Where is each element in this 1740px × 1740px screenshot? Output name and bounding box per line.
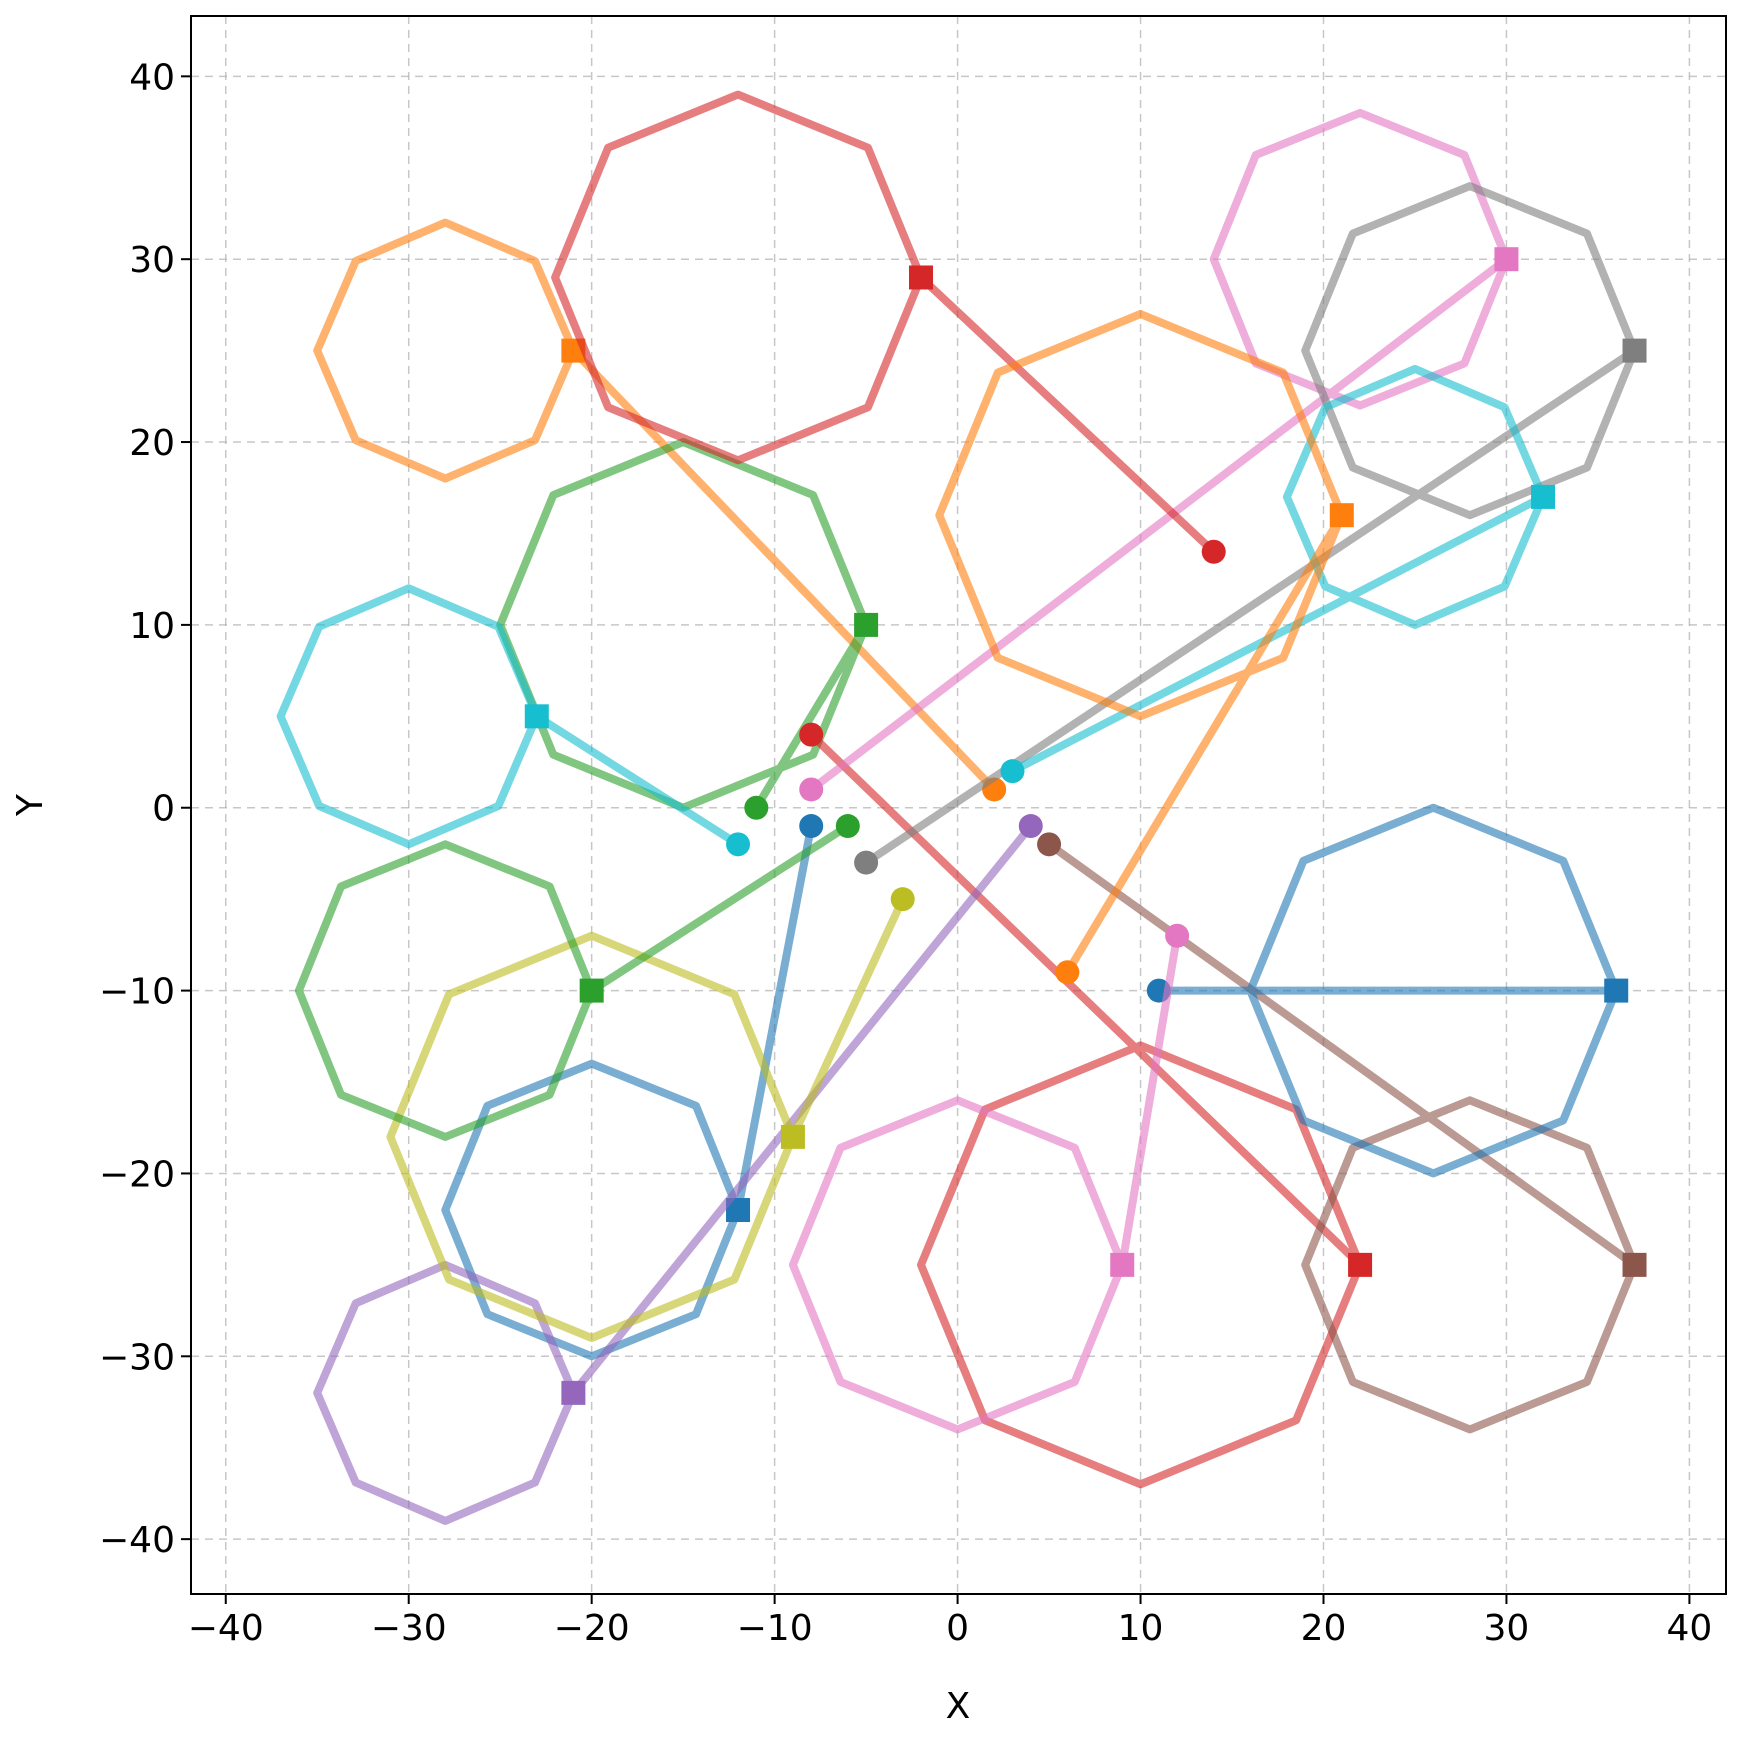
start-marker — [799, 777, 824, 802]
trajectory-line — [788, 931, 1182, 1434]
x-axis-label: X — [946, 1686, 971, 1727]
y-tick-label: 30 — [129, 240, 175, 281]
trajectory-line — [1154, 803, 1621, 1178]
trajectory-line — [441, 822, 816, 1361]
trajectory-line — [862, 182, 1639, 867]
trajectory-line — [313, 218, 999, 794]
x-tick-label: 10 — [1118, 1608, 1164, 1649]
end-marker — [1622, 338, 1647, 363]
y-tick-label: −30 — [99, 1337, 175, 1378]
start-marker — [799, 722, 824, 747]
end-marker — [524, 704, 549, 729]
start-marker — [890, 887, 915, 912]
trajectory-line — [551, 90, 1218, 556]
x-tick-label: −40 — [188, 1608, 264, 1649]
start-marker — [835, 814, 860, 839]
y-axis-label: Y — [10, 793, 51, 817]
y-tick-label: 10 — [129, 606, 175, 647]
y-tick-label: 20 — [129, 423, 175, 464]
x-tick-label: 20 — [1301, 1608, 1347, 1649]
end-marker — [579, 978, 604, 1003]
y-tick-label: −40 — [99, 1520, 175, 1561]
x-tick-label: 0 — [946, 1608, 969, 1649]
y-tick-label: −20 — [99, 1154, 175, 1195]
start-marker — [1165, 923, 1190, 948]
y-tick-label: −10 — [99, 972, 175, 1013]
end-marker — [1494, 247, 1519, 272]
end-marker — [561, 1380, 586, 1405]
trajectory-line — [313, 822, 1035, 1525]
trajectory-line — [807, 730, 1365, 1489]
end-marker — [908, 265, 933, 290]
trajectory-line — [294, 822, 852, 1141]
y-tick-label: 0 — [152, 789, 175, 830]
ticks: −40 −30 −20 −10 0 10 20 30 40 −40 −30 −20 −10 0 10 20 30… — [99, 57, 1712, 1649]
start-marker — [1055, 960, 1080, 985]
end-marker — [1622, 1252, 1647, 1277]
start-marker — [854, 850, 879, 875]
end-marker — [1604, 978, 1629, 1003]
start-marker — [799, 814, 824, 839]
end-marker — [1531, 484, 1556, 509]
start-marker — [1000, 759, 1025, 784]
end-marker — [1110, 1252, 1135, 1277]
x-tick-label: 30 — [1484, 1608, 1530, 1649]
trajectory-line — [386, 895, 907, 1342]
trajectory-line — [496, 438, 871, 812]
trajectory-line — [807, 108, 1511, 794]
start-marker — [744, 795, 769, 820]
start-marker — [1018, 814, 1043, 839]
trajectory-line — [1045, 840, 1639, 1434]
plot-area — [276, 90, 1647, 1525]
start-marker — [726, 832, 751, 857]
trajectory-line — [276, 584, 742, 849]
end-marker — [854, 612, 879, 637]
end-marker — [780, 1124, 805, 1149]
end-marker — [1329, 503, 1354, 528]
x-tick-label: 40 — [1667, 1608, 1713, 1649]
y-tick-label: 40 — [129, 57, 175, 98]
trajectory-line — [935, 310, 1346, 977]
trajectory-line — [1008, 364, 1547, 776]
x-tick-label: −20 — [554, 1608, 630, 1649]
start-marker — [1037, 832, 1062, 857]
end-marker — [1348, 1252, 1373, 1277]
x-tick-label: −10 — [737, 1608, 813, 1649]
start-marker — [1201, 539, 1226, 564]
x-tick-label: −30 — [371, 1608, 447, 1649]
